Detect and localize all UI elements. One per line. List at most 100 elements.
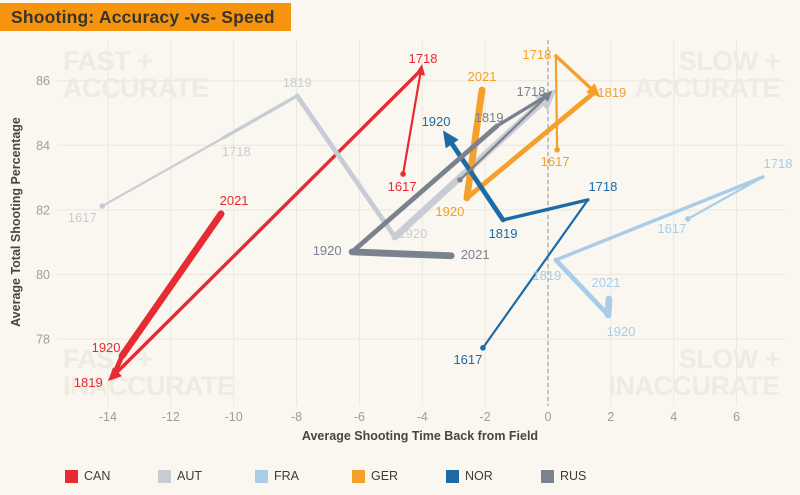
watermark-bottom-right: SLOW +	[679, 344, 780, 374]
season-label-FRA-1617: 1617	[657, 221, 686, 236]
series-line-CAN[interactable]	[111, 68, 423, 378]
legend-label: GER	[371, 469, 399, 483]
legend-item-AUT[interactable]: AUT	[158, 468, 202, 484]
series-arrowhead-GER	[586, 83, 601, 98]
series-line-CAN[interactable]	[401, 68, 423, 176]
season-label-CAN-1819: 1819	[74, 375, 103, 390]
x-axis-title: Average Shooting Time Back from Field	[301, 429, 539, 443]
series-line-GER[interactable]	[554, 54, 597, 94]
x-tick-label: -4	[417, 410, 428, 424]
series-line-RUS[interactable]	[348, 248, 455, 260]
series-line-AUT[interactable]	[294, 93, 398, 240]
series-line-NOR[interactable]	[481, 198, 590, 349]
legend-label: CAN	[84, 469, 111, 483]
y-axis-title: Average Total Shooting Percentage	[9, 117, 23, 327]
y-tick-label: 84	[36, 139, 50, 153]
x-tick-label: 2	[607, 410, 614, 424]
series-line-AUT[interactable]	[221, 94, 299, 140]
legend-label: FRA	[274, 469, 299, 483]
legend-swatch-RUS	[541, 469, 554, 483]
season-label-NOR-1819: 1819	[489, 226, 518, 241]
season-label-GER-2021: 2021	[468, 69, 497, 84]
legend-label: AUT	[177, 469, 202, 483]
series-line-NOR[interactable]	[445, 135, 506, 223]
series-arrowhead-CAN	[415, 64, 426, 76]
season-label-RUS-1819: 1819	[475, 110, 504, 125]
season-label-CAN-2021: 2021	[220, 193, 249, 208]
x-tick-label: 0	[545, 410, 552, 424]
x-tick-label: -8	[291, 410, 302, 424]
season-label-NOR-1920: 1920	[422, 114, 451, 129]
x-tick-label: -2	[480, 410, 491, 424]
season-label-AUT-1819: 1819	[283, 75, 312, 90]
season-label-RUS-1920: 1920	[313, 243, 342, 258]
season-label-FRA-2021: 2021	[592, 275, 621, 290]
series-line-AUT[interactable]	[101, 136, 225, 208]
legend-swatch-NOR	[446, 469, 459, 483]
chart-title: Shooting: Accuracy -vs- Speed	[11, 7, 275, 27]
x-tick-label: -12	[162, 410, 180, 424]
season-label-RUS-2021: 2021	[461, 247, 490, 262]
legend-item-CAN[interactable]: CAN	[65, 468, 110, 484]
legend-swatch-GER	[352, 469, 365, 483]
x-tick-label: -10	[225, 410, 243, 424]
season-label-GER-1819: 1819	[597, 85, 626, 100]
y-tick-label: 80	[36, 268, 50, 282]
legend-item-NOR[interactable]: NOR	[446, 468, 493, 484]
series-start-dot-AUT[interactable]	[99, 203, 106, 209]
series-start-dot-NOR[interactable]	[480, 345, 486, 351]
season-label-FRA-1819: 1819	[532, 268, 561, 283]
season-label-FRA-1920: 1920	[607, 324, 636, 339]
season-label-GER-1718: 1718	[522, 47, 551, 62]
season-label-CAN-1617: 1617	[388, 179, 417, 194]
season-label-NOR-1617: 1617	[453, 352, 482, 367]
legend-item-GER[interactable]: GER	[352, 468, 398, 484]
watermark-bottom-left: INACCURATE	[63, 371, 235, 401]
legend-item-RUS[interactable]: RUS	[541, 468, 586, 484]
legend-swatch-CAN	[65, 469, 78, 483]
series-arrowhead-AUT	[534, 89, 557, 111]
watermark-bottom-right: INACCURATE	[609, 371, 781, 401]
y-tick-label: 78	[36, 333, 50, 347]
watermark-bottom-left: FAST +	[63, 344, 152, 374]
x-tick-label: -6	[354, 410, 365, 424]
legend-swatch-AUT	[158, 469, 171, 483]
legend: CAN AUT FRA GER NOR RUS	[0, 460, 800, 495]
legend-label: RUS	[560, 469, 587, 483]
series-start-dot-CAN[interactable]	[400, 171, 406, 177]
watermark-top-right: ACCURATE	[635, 73, 781, 103]
series-line-RUS[interactable]	[349, 123, 500, 255]
y-tick-label: 86	[36, 74, 50, 88]
legend-item-FRA[interactable]: FRA	[255, 468, 299, 484]
series-start-dot-FRA[interactable]	[685, 216, 691, 222]
series-line-RUS[interactable]	[495, 93, 550, 128]
watermark-top-left: FAST +	[63, 46, 152, 76]
x-tick-label: -14	[99, 410, 117, 424]
y-tick-label: 82	[36, 203, 50, 217]
season-label-FRA-1718: 1718	[764, 156, 793, 171]
season-label-NOR-1718: 1718	[588, 179, 617, 194]
series-line-GER[interactable]	[554, 54, 559, 151]
season-label-AUT-1617: 1617	[68, 210, 97, 225]
season-label-CAN-1718: 1718	[409, 51, 438, 66]
series-line-GER[interactable]	[464, 89, 598, 201]
season-label-RUS-1718: 1718	[517, 84, 546, 99]
series-line-RUS[interactable]	[458, 93, 550, 181]
watermark-top-right: SLOW +	[679, 46, 780, 76]
series-start-dot-GER[interactable]	[554, 147, 560, 153]
series-line-CAN[interactable]	[118, 210, 225, 360]
season-label-AUT-1718: 1718	[222, 144, 251, 159]
series-line-FRA[interactable]	[604, 295, 613, 319]
season-label-GER-1920: 1920	[435, 204, 464, 219]
season-label-GER-1617: 1617	[541, 154, 570, 169]
series-line-FRA[interactable]	[554, 175, 765, 262]
series-line-FRA[interactable]	[553, 257, 611, 318]
series-arrowhead-CAN	[108, 367, 122, 382]
series-line-FRA[interactable]	[686, 175, 765, 221]
series-start-dot-RUS[interactable]	[457, 177, 463, 183]
series-line-NOR[interactable]	[501, 198, 590, 222]
x-tick-label: 6	[733, 410, 740, 424]
season-label-CAN-1920: 1920	[92, 340, 121, 355]
